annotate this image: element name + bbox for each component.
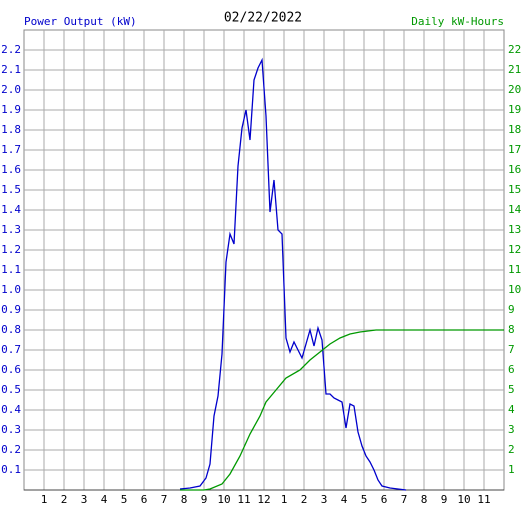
y2-tick-label: 9 [508,303,515,316]
y2-tick-label: 17 [508,143,521,156]
y2-tick-label: 19 [508,103,521,116]
y-tick-label: 1.7 [1,143,21,156]
y-tick-label: 0.3 [1,423,21,436]
x-tick-label: 2 [301,493,308,506]
y-tick-label: 0.1 [1,463,21,476]
y-tick-label: 0.6 [1,363,21,376]
y-tick-label: 1.9 [1,103,21,116]
x-tick-label: 11 [237,493,250,506]
y2-tick-label: 8 [508,323,515,336]
x-tick-label: 5 [121,493,128,506]
y-tick-label: 1.0 [1,283,21,296]
y-tick-label: 0.5 [1,383,21,396]
y2-tick-label: 14 [508,203,522,216]
series-line [179,57,407,491]
y-tick-label: 2.0 [1,83,21,96]
y-tick-label: 2.2 [1,43,21,56]
x-tick-label: 10 [457,493,470,506]
x-tick-label: 4 [101,493,108,506]
y-tick-label: 0.7 [1,343,21,356]
x-tick-label: 1 [281,493,288,506]
y2-tick-label: 2 [508,443,515,456]
x-tick-label: 3 [81,493,88,506]
x-tick-label: 6 [381,493,388,506]
y2-tick-label: 16 [508,163,521,176]
y2-tick-label: 3 [508,423,515,436]
x-tick-label: 3 [321,493,328,506]
chart-title: 02/22/2022 [224,11,302,26]
y2-tick-label: 6 [508,363,515,376]
y2-tick-label: 13 [508,223,521,236]
y2-tick-label: 18 [508,123,521,136]
y2-tick-label: 21 [508,63,521,76]
x-tick-label: 5 [361,493,368,506]
y-tick-label: 0.2 [1,443,21,456]
y-tick-label: 1.8 [1,123,21,136]
y-tick-label: 1.3 [1,223,21,236]
y2-tick-label: 7 [508,343,515,356]
x-tick-label: 7 [401,493,408,506]
x-tick-label: 9 [201,493,208,506]
y2-tick-label: 22 [508,43,521,56]
y-tick-label: 2.1 [1,63,21,76]
x-tick-label: 4 [341,493,348,506]
x-tick-label: 6 [141,493,148,506]
x-tick-label: 8 [421,493,428,506]
y2-tick-label: 15 [508,183,521,196]
x-tick-label: 7 [161,493,168,506]
x-tick-label: 11 [477,493,490,506]
y-tick-label: 0.8 [1,323,21,336]
y-tick-label: 1.2 [1,243,21,256]
y-tick-label: 1.4 [1,203,21,216]
y-tick-label: 1.6 [1,163,21,176]
x-tick-label: 2 [61,493,68,506]
y-tick-label: 1.1 [1,263,21,276]
x-tick-label: 12 [257,493,270,506]
x-tick-label: 9 [441,493,448,506]
series-line [180,329,504,491]
y-tick-label: 0.4 [1,403,21,416]
y-tick-label: 0.9 [1,303,21,316]
x-tick-label: 1 [41,493,48,506]
y2-tick-label: 12 [508,243,521,256]
y2-tick-label: 11 [508,263,521,276]
x-tick-label: 8 [181,493,188,506]
y2-tick-label: 5 [508,383,515,396]
y2-tick-label: 1 [508,463,515,476]
y2-tick-label: 20 [508,83,521,96]
y2-axis-label: Daily kW-Hours [411,15,504,28]
y2-tick-label: 4 [508,403,515,416]
y-axis-label: Power Output (kW) [24,15,137,28]
x-tick-label: 10 [217,493,230,506]
y2-tick-label: 10 [508,283,521,296]
y-tick-label: 1.5 [1,183,21,196]
